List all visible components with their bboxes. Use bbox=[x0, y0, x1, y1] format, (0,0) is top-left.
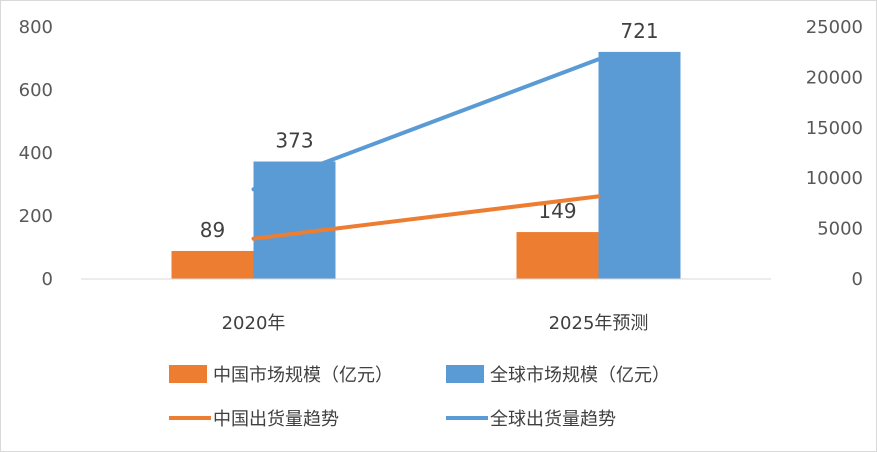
legend-label: 中国出货量趋势 bbox=[213, 409, 339, 430]
series-line bbox=[251, 57, 601, 192]
y-right-tick-label: 20000 bbox=[806, 67, 863, 88]
y-left-tick-label: 600 bbox=[19, 80, 53, 101]
bar bbox=[171, 250, 254, 279]
legend-label: 全球出货量趋势 bbox=[490, 409, 616, 430]
x-category-label: 2020年 bbox=[222, 313, 286, 334]
y-right-tick-label: 15000 bbox=[806, 118, 863, 139]
y-left-tick-label: 0 bbox=[42, 269, 53, 290]
y-left-tick-label: 200 bbox=[19, 206, 53, 227]
x-category-label: 2025年预测 bbox=[549, 313, 649, 334]
bar bbox=[253, 161, 336, 279]
y-right-tick-label: 10000 bbox=[806, 168, 863, 189]
bar-data-label: 373 bbox=[275, 129, 313, 153]
bar-data-label: 89 bbox=[200, 218, 225, 242]
y-right-tick-label: 25000 bbox=[806, 17, 863, 38]
legend-swatch bbox=[446, 365, 484, 383]
y-left-tick-label: 400 bbox=[19, 143, 53, 164]
legend-label: 中国市场规模（亿元） bbox=[213, 365, 393, 386]
bar bbox=[598, 51, 681, 280]
y-right-tick-label: 5000 bbox=[817, 219, 863, 240]
legend-swatch bbox=[169, 365, 207, 383]
y-left-tick-label: 800 bbox=[19, 17, 53, 38]
series-line bbox=[251, 194, 601, 241]
legend-label: 全球市场规模（亿元） bbox=[490, 365, 670, 386]
bar bbox=[516, 232, 599, 279]
bar-data-label: 721 bbox=[620, 19, 658, 43]
y-right-tick-label: 0 bbox=[852, 269, 863, 290]
